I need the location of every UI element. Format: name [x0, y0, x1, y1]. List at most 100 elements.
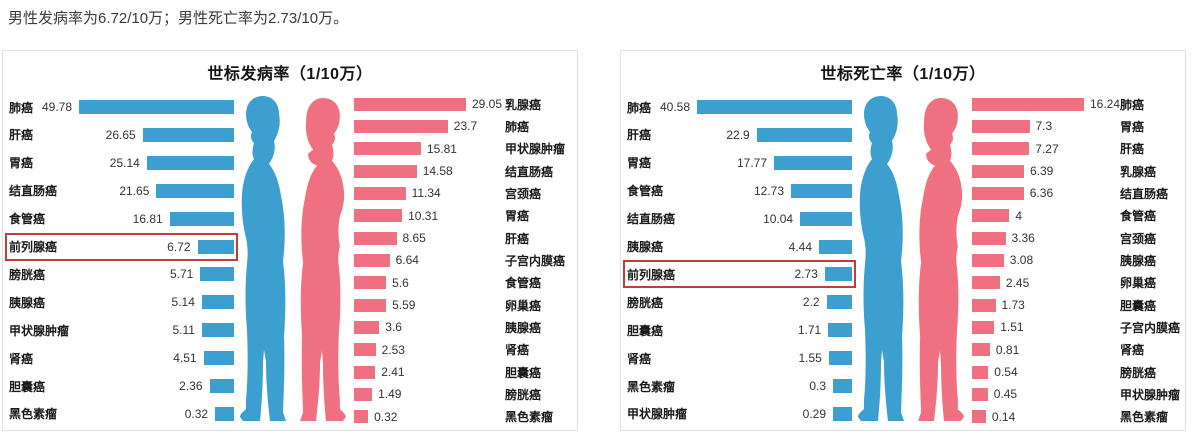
male-bar-row: 甲状腺肿瘤 5.11 — [9, 318, 234, 342]
cancer-label: 胆囊癌 — [505, 365, 542, 380]
value-label: 6.64 — [395, 253, 419, 268]
value-label: 2.2 — [802, 295, 820, 310]
cancer-label: 乳腺癌 — [505, 97, 542, 112]
value-label: 23.7 — [453, 119, 478, 134]
male-figure-icon — [858, 96, 904, 421]
male-bar-row: 肾癌 1.55 — [627, 346, 852, 370]
female-bar — [972, 253, 1004, 267]
cancer-label: 食管癌 — [9, 212, 46, 227]
male-bar — [156, 183, 234, 198]
female-bar — [972, 410, 986, 424]
male-bar-row: 胰腺癌 5.14 — [9, 290, 234, 314]
mortality-chart-panel: 世标死亡率（1/10万） 肺癌 40.58 肝癌 22.9 胃癌 17.77 食管癌 12.7… — [620, 50, 1186, 431]
male-bar-row: 结直肠癌 21.65 — [9, 179, 234, 203]
cancer-label: 食管癌 — [627, 184, 664, 199]
male-bar-row: 胆囊癌 1.71 — [627, 318, 852, 342]
incidence-chart-title: 世标发病率（1/10万） — [207, 66, 373, 83]
cancer-label: 宫颈癌 — [505, 186, 542, 201]
cancer-label: 肺癌 — [9, 100, 34, 115]
male-bar-row: 胃癌 25.14 — [9, 151, 234, 175]
female-figure-icon — [918, 97, 964, 422]
cancer-label: 胃癌 — [627, 156, 652, 171]
cancer-label: 前列腺癌 — [9, 240, 58, 255]
female-bar — [972, 97, 1084, 111]
female-bar — [972, 387, 988, 401]
value-label: 6.72 — [167, 239, 191, 254]
female-bar — [972, 209, 1010, 223]
cancer-label: 胆囊癌 — [1120, 298, 1157, 313]
female-bar-row: 3.08 胰腺癌 — [972, 251, 1186, 269]
cancer-label: 胃癌 — [9, 156, 34, 171]
female-bar-row: 1.73 胆囊癌 — [972, 296, 1186, 314]
male-bar-row: 黑色素瘤 0.32 — [9, 402, 234, 426]
cancer-label: 肺癌 — [1120, 97, 1145, 112]
female-bar — [354, 97, 466, 111]
male-bar — [756, 127, 852, 142]
male-bar-row: 膀胱癌 5.71 — [9, 262, 234, 286]
cancer-label: 卵巢癌 — [1120, 276, 1157, 291]
female-bar-row: 2.53 肾癌 — [354, 341, 571, 359]
value-label: 0.14 — [991, 409, 1016, 424]
value-label: 0.54 — [994, 365, 1018, 380]
male-bar — [828, 351, 852, 366]
mortality-chart-title: 世标死亡率（1/10万） — [820, 66, 986, 83]
male-bars-column: 肺癌 40.58 肝癌 22.9 胃癌 17.77 食管癌 12.73 结直肠癌 10.04 胰腺癌… — [623, 95, 856, 426]
cancer-label: 膀胱癌 — [505, 387, 542, 402]
cancer-label: 胆囊癌 — [9, 379, 46, 394]
value-label: 0.81 — [995, 342, 1020, 357]
female-bar-row: 14.58 结直肠癌 — [354, 162, 571, 180]
female-bar-row: 7.3 胃癌 — [972, 117, 1186, 135]
value-label: 10.04 — [763, 211, 794, 226]
male-bar — [79, 100, 234, 114]
female-bar-row: 5.6 食管癌 — [354, 274, 571, 292]
incidence-chart-panel: 世标发病率（1/10万） 肺癌 49.78 肝癌 26.65 胃癌 25.14 结直肠癌 21… — [2, 50, 578, 431]
cancer-label: 肾癌 — [9, 351, 34, 366]
female-bar — [354, 343, 376, 357]
value-label: 29.05 — [472, 97, 503, 111]
value-label: 7.27 — [1035, 141, 1059, 156]
female-bar-row: 3.6 胰腺癌 — [354, 318, 571, 336]
cancer-label: 胰腺癌 — [505, 320, 542, 335]
value-label: 21.65 — [119, 183, 150, 198]
incidence-chart-body: 肺癌 49.78 肝癌 26.65 胃癌 25.14 结直肠癌 21.65 食管癌 16.81 前列… — [5, 95, 571, 426]
human-figures — [852, 95, 970, 426]
cancer-label: 食管癌 — [505, 276, 542, 291]
female-bar — [972, 119, 1030, 133]
value-label: 26.65 — [105, 127, 136, 142]
value-label: 0.32 — [184, 406, 209, 421]
value-label: 7.3 — [1035, 119, 1053, 134]
value-label: 8.65 — [402, 231, 426, 246]
cancer-label: 甲状腺肿瘤 — [9, 323, 70, 338]
female-bar-row: 3.36 宫颈癌 — [972, 229, 1186, 247]
cancer-label: 结直肠癌 — [1120, 186, 1169, 201]
cancer-label: 卵巢癌 — [505, 298, 542, 313]
male-bar-row: 肺癌 40.58 — [627, 95, 852, 119]
value-label: 1.73 — [1001, 298, 1025, 313]
value-label: 5.14 — [171, 295, 195, 310]
male-bar — [826, 295, 852, 310]
male-bar — [215, 406, 234, 421]
female-bar — [354, 276, 387, 290]
male-bar-row: 结直肠癌 10.04 — [627, 207, 852, 231]
female-bar-row: 2.45 卵巢癌 — [972, 274, 1186, 292]
cancer-label: 黑色素瘤 — [9, 407, 58, 422]
male-bar — [201, 295, 234, 310]
cancer-label: 肾癌 — [505, 343, 530, 358]
value-label: 12.73 — [753, 183, 784, 198]
female-bar — [354, 209, 403, 223]
female-bar-row: 7.27 肝癌 — [972, 140, 1186, 158]
value-label: 0.3 — [809, 379, 826, 394]
value-label: 2.36 — [179, 379, 203, 394]
value-label: 3.08 — [1009, 253, 1034, 268]
cancer-label: 肺癌 — [627, 100, 652, 115]
female-bar-row: 10.31 胃癌 — [354, 207, 571, 225]
male-bar-row: 食管癌 12.73 — [627, 179, 852, 203]
female-bar — [972, 142, 1030, 156]
female-bar-row: 0.54 膀胱癌 — [972, 363, 1186, 381]
cancer-label: 胆囊癌 — [627, 323, 664, 338]
cancer-label: 膀胱癌 — [1120, 365, 1157, 380]
value-label: 49.78 — [41, 100, 72, 114]
cancer-label: 肾癌 — [627, 351, 652, 366]
value-label: 0.45 — [993, 387, 1018, 402]
value-label: 11.34 — [411, 186, 441, 201]
